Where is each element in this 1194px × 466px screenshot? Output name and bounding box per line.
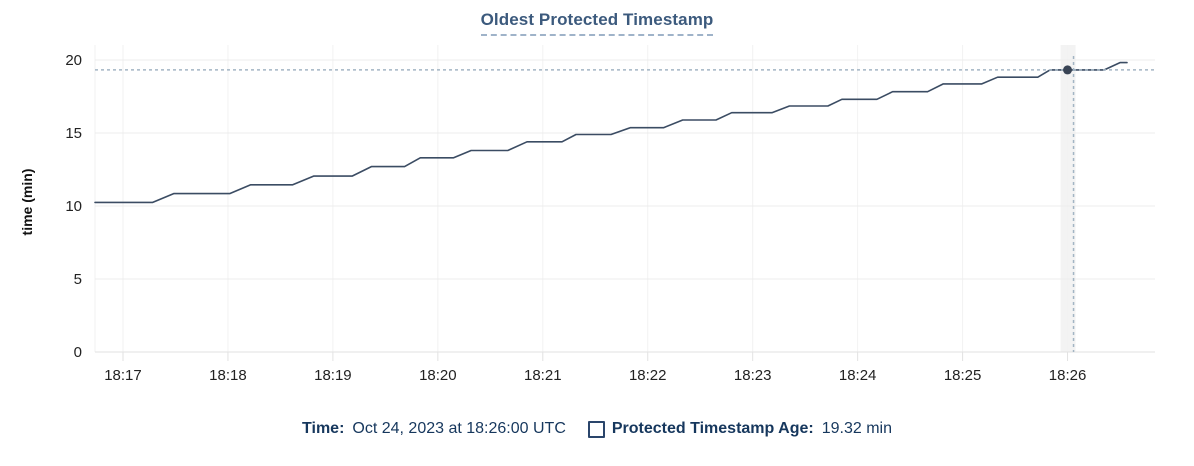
chart-title[interactable]: Oldest Protected Timestamp [480, 10, 714, 36]
legend-item-protected-timestamp-age[interactable]: Protected Timestamp Age: 19.32 min [587, 420, 892, 438]
tooltip-time: Time: Oct 24, 2023 at 18:26:00 UTC [302, 420, 566, 438]
x-tick-label: 18:21 [524, 367, 562, 384]
marker-dot [1063, 65, 1073, 75]
x-tick-label: 18:19 [314, 367, 352, 384]
x-tick-label: 18:24 [839, 367, 877, 384]
x-tick-label: 18:25 [944, 367, 982, 384]
x-tick-label: 18:20 [419, 367, 457, 384]
y-tick-label: 10 [65, 198, 82, 215]
legend-series-value: 19.32 min [821, 420, 892, 437]
x-tick-label: 18:22 [629, 367, 667, 384]
y-axis-title: time (min) [19, 169, 35, 236]
y-tick-label: 5 [74, 271, 82, 288]
series-line [94, 61, 1128, 204]
y-tick-label: 0 [74, 344, 82, 361]
legend-series-label: Protected Timestamp Age: [611, 420, 814, 437]
tooltip-time-value: Oct 24, 2023 at 18:26:00 UTC [352, 420, 566, 437]
chart-header: Oldest Protected Timestamp [0, 10, 1194, 36]
y-tick-label: 20 [65, 52, 82, 69]
legend-checkbox-icon[interactable] [587, 420, 605, 438]
chart-canvas[interactable]: 0 5 10 15 20 18:17 18:18 18:19 18:20 18:21 18:22 18… [0, 0, 1194, 402]
x-tick-label: 18:18 [209, 367, 247, 384]
x-tick-label: 18:26 [1049, 367, 1087, 384]
x-tick-label: 18:17 [104, 367, 142, 384]
y-tick-label: 15 [65, 125, 82, 142]
x-tick-label: 18:23 [734, 367, 772, 384]
tooltip-time-label: Time: [302, 420, 345, 437]
chart-tooltip-bar: Time: Oct 24, 2023 at 18:26:00 UTC Prote… [0, 420, 1194, 438]
